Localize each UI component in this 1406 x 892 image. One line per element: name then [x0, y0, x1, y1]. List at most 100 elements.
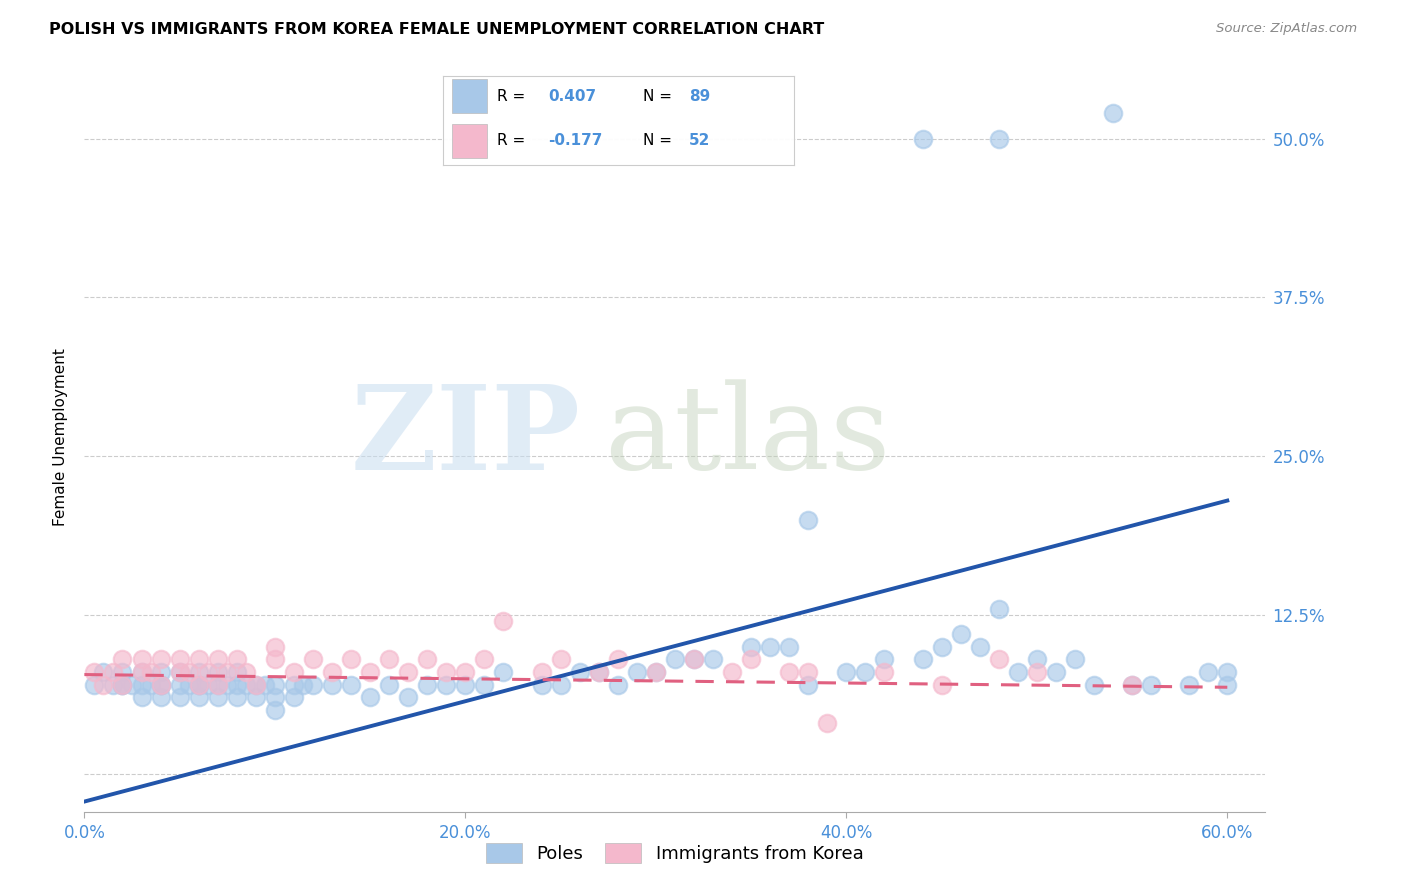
Poles	[131, 678, 153, 692]
Immigrants from Korea	[778, 665, 800, 679]
Immigrants from Korea	[225, 652, 247, 666]
Immigrants from Korea	[550, 652, 572, 666]
Poles	[1064, 652, 1087, 666]
Poles	[321, 678, 343, 692]
Poles	[149, 665, 172, 679]
Immigrants from Korea	[434, 665, 457, 679]
Immigrants from Korea	[197, 665, 219, 679]
Poles	[740, 640, 762, 654]
Poles	[474, 678, 496, 692]
Poles	[568, 665, 591, 679]
Immigrants from Korea	[187, 652, 209, 666]
Poles	[911, 652, 934, 666]
Y-axis label: Female Unemployment: Female Unemployment	[53, 348, 69, 526]
Poles	[588, 665, 610, 679]
Immigrants from Korea	[644, 665, 666, 679]
Immigrants from Korea	[245, 678, 267, 692]
Poles	[263, 703, 285, 717]
Immigrants from Korea	[217, 665, 239, 679]
Poles	[931, 640, 953, 654]
Immigrants from Korea	[931, 678, 953, 692]
Immigrants from Korea	[263, 640, 285, 654]
Poles	[797, 513, 820, 527]
Poles	[416, 678, 439, 692]
Poles	[1216, 665, 1239, 679]
Immigrants from Korea	[302, 652, 325, 666]
Poles	[169, 665, 191, 679]
Immigrants from Korea	[740, 652, 762, 666]
Poles	[550, 678, 572, 692]
Poles	[217, 678, 239, 692]
Poles	[987, 131, 1010, 145]
Poles	[664, 652, 686, 666]
Immigrants from Korea	[721, 665, 744, 679]
Immigrants from Korea	[606, 652, 628, 666]
Immigrants from Korea	[588, 665, 610, 679]
Poles	[254, 678, 277, 692]
Poles	[111, 678, 134, 692]
Immigrants from Korea	[378, 652, 401, 666]
Poles	[1178, 678, 1201, 692]
Immigrants from Korea	[83, 665, 105, 679]
Poles	[187, 690, 209, 705]
Poles	[454, 678, 477, 692]
Poles	[187, 678, 209, 692]
Poles	[434, 678, 457, 692]
Immigrants from Korea	[683, 652, 706, 666]
Immigrants from Korea	[169, 665, 191, 679]
Immigrants from Korea	[93, 678, 115, 692]
Poles	[139, 678, 162, 692]
Poles	[302, 678, 325, 692]
Poles	[93, 665, 115, 679]
Immigrants from Korea	[263, 652, 285, 666]
Immigrants from Korea	[131, 652, 153, 666]
Immigrants from Korea	[139, 665, 162, 679]
Poles	[292, 678, 315, 692]
Immigrants from Korea	[131, 665, 153, 679]
Poles	[101, 678, 124, 692]
Immigrants from Korea	[416, 652, 439, 666]
Text: Source: ZipAtlas.com: Source: ZipAtlas.com	[1216, 22, 1357, 36]
Immigrants from Korea	[187, 678, 209, 692]
Text: 52: 52	[689, 134, 710, 148]
Poles	[1045, 665, 1067, 679]
Poles	[492, 665, 515, 679]
Poles	[644, 665, 666, 679]
Immigrants from Korea	[815, 715, 838, 730]
Poles	[1102, 106, 1125, 120]
Poles	[111, 665, 134, 679]
Poles	[83, 678, 105, 692]
Poles	[378, 678, 401, 692]
Poles	[187, 678, 209, 692]
Poles	[359, 690, 381, 705]
Poles	[759, 640, 782, 654]
Poles	[111, 678, 134, 692]
Immigrants from Korea	[492, 614, 515, 628]
Text: N =: N =	[643, 134, 672, 148]
Text: 89: 89	[689, 89, 710, 103]
Bar	[451, 79, 486, 113]
Poles	[149, 678, 172, 692]
Immigrants from Korea	[111, 652, 134, 666]
Poles	[245, 678, 267, 692]
Poles	[131, 690, 153, 705]
Poles	[835, 665, 858, 679]
Poles	[853, 665, 876, 679]
Poles	[396, 690, 419, 705]
Poles	[1140, 678, 1163, 692]
Poles	[235, 678, 257, 692]
Immigrants from Korea	[101, 665, 124, 679]
Immigrants from Korea	[207, 678, 229, 692]
Legend: Poles, Immigrants from Korea: Poles, Immigrants from Korea	[479, 836, 870, 870]
Poles	[149, 690, 172, 705]
Poles	[207, 665, 229, 679]
Poles	[797, 678, 820, 692]
Poles	[683, 652, 706, 666]
Immigrants from Korea	[454, 665, 477, 679]
Text: N =: N =	[643, 89, 672, 103]
Poles	[131, 665, 153, 679]
Poles	[263, 678, 285, 692]
Poles	[207, 690, 229, 705]
Poles	[873, 652, 896, 666]
Poles	[606, 678, 628, 692]
